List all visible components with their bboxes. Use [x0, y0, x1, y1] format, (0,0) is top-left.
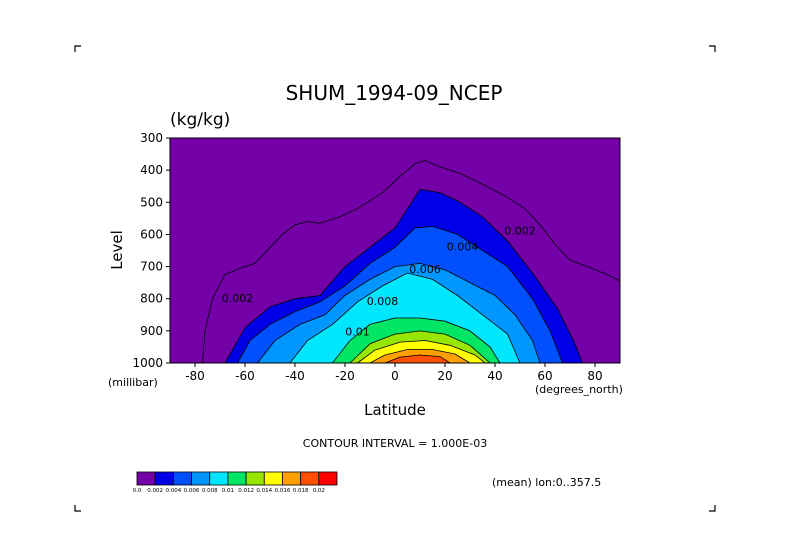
y-tick-label-8: 1000 — [132, 356, 163, 370]
contour-label-3: 0.004 — [447, 241, 479, 254]
x-tick-label-4: -20 — [335, 369, 355, 383]
crop-marks — [74, 45, 716, 512]
colorbar-label-8: 0.014 — [256, 488, 272, 494]
y-axis-ticks: 300 400 500 600 700 800 900 1000 — [132, 131, 170, 370]
y-tick-label-3: 500 — [140, 195, 163, 209]
colorbar-swatch-3 — [172, 471, 192, 486]
contour-label-4: 0.006 — [409, 263, 441, 276]
crop-mark-bottom-right — [709, 505, 716, 512]
colorbar-label-6: 0.01 — [222, 488, 234, 494]
y-units-label: (millibar) — [108, 376, 158, 389]
x-axis-label: Latitude — [364, 401, 426, 419]
colorbar-swatch-9 — [282, 471, 302, 486]
colorbar: 0.0 0.002 0.004 0.006 0.008 0.01 0.012 0.014 0.0… — [133, 471, 338, 494]
y-tick-label-1: 300 — [140, 131, 163, 145]
x-tick-label-3: -40 — [285, 369, 305, 383]
contour-interval-label: CONTOUR INTERVAL = 1.000E-03 — [303, 437, 487, 450]
colorbar-label-3: 0.004 — [165, 488, 181, 494]
colorbar-swatch-7 — [245, 471, 265, 486]
y-tick-label-5: 700 — [140, 260, 163, 274]
y-axis-label: Level — [108, 230, 126, 270]
contour-label-6: 0.01 — [345, 326, 370, 339]
contour-line-1 — [202, 160, 621, 364]
colorbar-swatch-10 — [300, 471, 320, 486]
colorbar-label-9: 0.016 — [275, 488, 291, 494]
colorbar-swatch-2 — [154, 471, 174, 486]
x-axis-ticks: -80 -60 -40 -20 0 20 40 60 80 — [185, 363, 603, 383]
chart-title: SHUM_1994-09_NCEP — [286, 81, 503, 105]
x-tick-label-5: 0 — [391, 369, 399, 383]
y-tick-label-4: 600 — [140, 227, 163, 241]
y-tick-label-2: 400 — [140, 163, 163, 177]
colorbar-swatch-11 — [318, 471, 338, 486]
colorbar-label-10: 0.018 — [293, 488, 309, 494]
colorbar-label-4: 0.006 — [184, 488, 200, 494]
colorbar-label-7: 0.012 — [238, 488, 254, 494]
contour-label-1: 0.002 — [222, 292, 254, 305]
colorbar-swatch-1 — [136, 471, 156, 486]
y-tick-label-6: 800 — [140, 292, 163, 306]
y-tick-label-7: 900 — [140, 324, 163, 338]
x-units-label: (degrees_north) — [535, 383, 623, 396]
crop-mark-top-left — [74, 45, 81, 52]
mean-lon-info-label: (mean) lon:0..357.5 — [492, 476, 601, 489]
colorbar-label-11: 0.02 — [313, 488, 325, 494]
crop-mark-top-right — [709, 45, 716, 52]
units-label: (kg/kg) — [170, 110, 230, 130]
contour-label-2: 0.002 — [504, 224, 536, 237]
colorbar-label-5: 0.008 — [202, 488, 218, 494]
x-tick-label-2: -60 — [235, 369, 255, 383]
colorbar-label-1: 0.0 — [133, 488, 142, 494]
x-tick-label-9: 80 — [587, 369, 602, 383]
colorbar-label-2: 0.002 — [147, 488, 163, 494]
colorbar-swatch-4 — [191, 471, 211, 486]
x-tick-label-1: -80 — [185, 369, 205, 383]
colorbar-swatch-5 — [209, 471, 229, 486]
colorbar-swatch-8 — [263, 471, 283, 486]
contour-label-5: 0.008 — [367, 295, 399, 308]
colorbar-swatch-6 — [227, 471, 247, 486]
crop-mark-bottom-left — [74, 505, 81, 512]
filled-contours — [224, 188, 584, 364]
contour-labels: 0.002 0.002 0.004 0.006 0.008 0.01 — [222, 224, 536, 338]
x-tick-label-6: 20 — [437, 369, 452, 383]
x-tick-label-7: 40 — [487, 369, 502, 383]
plot-area: 0.002 0.002 0.004 0.006 0.008 0.01 — [169, 137, 621, 364]
x-tick-label-8: 60 — [537, 369, 552, 383]
contour-lines — [202, 160, 621, 364]
